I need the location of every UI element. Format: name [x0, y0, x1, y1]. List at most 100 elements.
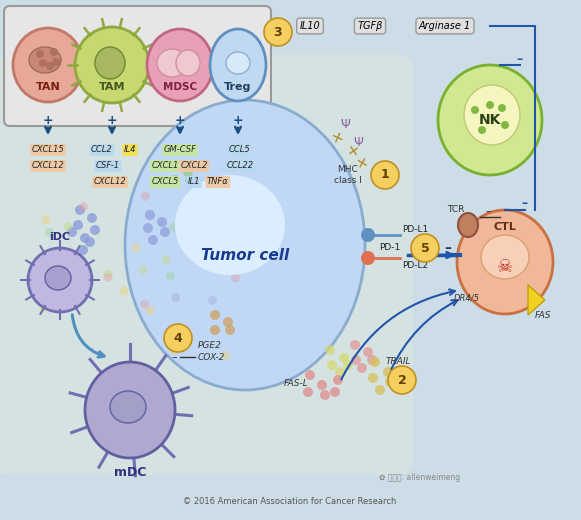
Circle shape [303, 387, 313, 397]
Circle shape [200, 237, 210, 247]
Text: –: – [171, 352, 177, 362]
Circle shape [45, 228, 54, 237]
Text: MDSC: MDSC [163, 82, 197, 92]
Ellipse shape [176, 50, 200, 76]
Circle shape [185, 175, 195, 185]
Circle shape [141, 192, 150, 201]
Circle shape [131, 243, 141, 252]
Text: –: – [444, 241, 451, 255]
Circle shape [75, 205, 85, 215]
Circle shape [67, 227, 77, 237]
Circle shape [85, 237, 95, 247]
Text: MHC
class I: MHC class I [334, 165, 362, 185]
Text: GM-CSF: GM-CSF [163, 146, 196, 154]
Circle shape [357, 363, 367, 373]
Circle shape [221, 351, 230, 360]
Text: 3: 3 [274, 25, 282, 38]
Circle shape [231, 274, 240, 282]
Circle shape [367, 355, 377, 365]
Circle shape [320, 390, 330, 400]
Text: –: – [485, 206, 491, 216]
Text: Tumor cell: Tumor cell [201, 248, 289, 263]
Text: IL10: IL10 [300, 21, 320, 31]
Circle shape [215, 237, 225, 247]
Text: COX-2: COX-2 [198, 353, 225, 361]
Circle shape [327, 360, 337, 370]
Circle shape [361, 251, 375, 265]
Circle shape [385, 377, 395, 387]
Text: ✕: ✕ [345, 144, 359, 160]
Text: CXCL2: CXCL2 [180, 162, 207, 171]
Circle shape [208, 296, 217, 305]
Circle shape [36, 50, 44, 58]
Ellipse shape [457, 210, 553, 314]
Circle shape [157, 217, 167, 227]
Circle shape [87, 213, 97, 223]
Text: IL4: IL4 [124, 146, 137, 154]
Circle shape [264, 18, 292, 46]
Ellipse shape [464, 85, 520, 145]
Text: TAM: TAM [99, 82, 125, 92]
Text: CXCL12: CXCL12 [94, 177, 127, 187]
Text: CCL22: CCL22 [227, 162, 253, 171]
Text: IL1: IL1 [188, 177, 200, 187]
Circle shape [141, 300, 149, 309]
Circle shape [170, 175, 180, 185]
Text: +: + [107, 113, 117, 126]
Ellipse shape [75, 27, 149, 103]
Text: CXCL5: CXCL5 [151, 177, 179, 187]
Circle shape [210, 325, 220, 335]
Text: PD-L2: PD-L2 [402, 261, 428, 269]
Circle shape [46, 62, 54, 70]
Text: TGFβ: TGFβ [357, 21, 383, 31]
Circle shape [103, 269, 113, 279]
Text: PD-L1: PD-L1 [402, 225, 428, 233]
FancyBboxPatch shape [0, 55, 413, 475]
Text: PD-1: PD-1 [379, 243, 401, 253]
Circle shape [41, 215, 51, 224]
Circle shape [361, 228, 375, 242]
Ellipse shape [157, 49, 187, 77]
Circle shape [200, 220, 210, 230]
Circle shape [368, 373, 378, 383]
Circle shape [39, 59, 47, 67]
Ellipse shape [438, 65, 542, 175]
Ellipse shape [28, 248, 92, 312]
Text: TCR: TCR [447, 205, 465, 214]
Circle shape [370, 357, 380, 367]
Circle shape [52, 58, 60, 66]
Ellipse shape [458, 213, 478, 237]
Circle shape [498, 104, 506, 112]
Text: mDC: mDC [114, 465, 146, 478]
Circle shape [73, 220, 83, 230]
Circle shape [223, 317, 233, 327]
Circle shape [363, 347, 373, 357]
Circle shape [333, 375, 343, 385]
Text: FAS: FAS [535, 310, 551, 319]
Circle shape [339, 353, 349, 363]
Circle shape [80, 233, 90, 243]
Text: PGE2: PGE2 [198, 341, 222, 349]
Polygon shape [528, 285, 545, 315]
Circle shape [148, 235, 158, 245]
Text: +: + [175, 113, 185, 126]
Text: ✕: ✕ [330, 129, 346, 147]
Ellipse shape [147, 29, 213, 101]
Text: Arginase 1: Arginase 1 [419, 21, 471, 31]
Ellipse shape [85, 362, 175, 458]
Circle shape [343, 360, 353, 370]
Circle shape [160, 227, 170, 237]
Ellipse shape [95, 47, 125, 79]
Text: ✿ 微信号: allenweimeng: ✿ 微信号: allenweimeng [379, 474, 461, 483]
Text: CXCL15: CXCL15 [31, 146, 64, 154]
Text: CXCL1: CXCL1 [151, 162, 179, 171]
Circle shape [80, 282, 89, 292]
Text: 2: 2 [397, 373, 406, 386]
FancyBboxPatch shape [4, 6, 271, 126]
Ellipse shape [210, 29, 266, 101]
Text: +: + [232, 113, 243, 126]
Text: © 2016 American Association for Cancer Research: © 2016 American Association for Cancer R… [184, 498, 397, 506]
Circle shape [146, 306, 155, 315]
Text: TAN: TAN [35, 82, 60, 92]
Text: FAS-L: FAS-L [284, 380, 309, 388]
